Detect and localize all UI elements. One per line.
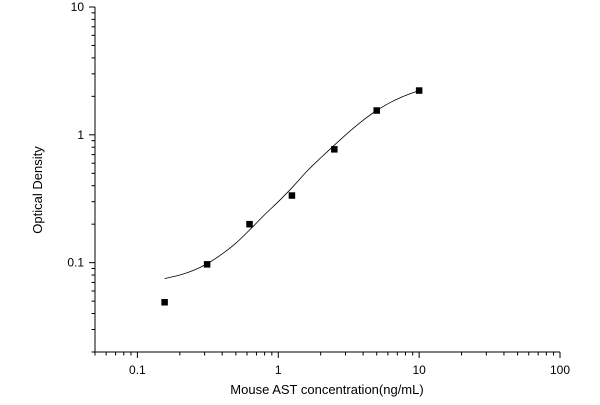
data-point-marker xyxy=(161,299,168,306)
data-point-marker xyxy=(373,107,380,114)
x-axis-label: Mouse AST concentration(ng/mL) xyxy=(230,382,423,397)
x-tick-label: 100 xyxy=(550,363,570,377)
x-tick-label: 1 xyxy=(275,363,282,377)
data-point-marker xyxy=(203,261,211,268)
x-tick-label: 10 xyxy=(412,363,426,377)
y-tick-label: 0.1 xyxy=(67,256,84,270)
data-point-marker xyxy=(246,220,253,228)
data-points-layer xyxy=(161,87,423,306)
y-tick-label: 10 xyxy=(71,0,85,14)
fit-curve-line xyxy=(164,90,420,280)
data-point-marker xyxy=(415,87,423,94)
y-axis-label: Optical Density xyxy=(30,146,45,234)
data-point-marker xyxy=(288,192,296,199)
data-point-marker xyxy=(331,146,338,153)
y-tick-label: 1 xyxy=(77,128,84,142)
x-tick-label: 0.1 xyxy=(129,363,146,377)
axes-layer: 0.1 1 10 100 0.1 1 10 xyxy=(67,0,570,377)
fit-curve-layer xyxy=(164,90,420,280)
